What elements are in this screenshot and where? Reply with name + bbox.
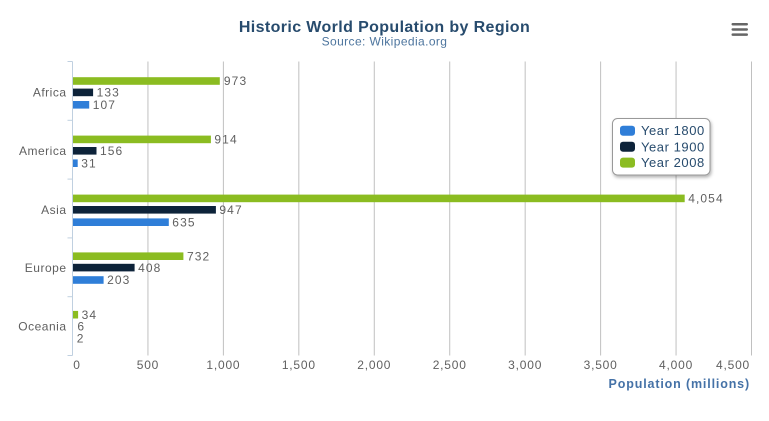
svg-text:0: 0 xyxy=(73,358,80,372)
svg-text:156: 156 xyxy=(100,144,123,158)
svg-text:4,000: 4,000 xyxy=(659,358,693,372)
svg-text:500: 500 xyxy=(137,358,159,372)
svg-text:2,000: 2,000 xyxy=(357,358,391,372)
svg-text:4,054: 4,054 xyxy=(688,192,724,206)
svg-text:Year 1900: Year 1900 xyxy=(641,139,705,154)
svg-text:31: 31 xyxy=(81,156,97,170)
svg-text:1,500: 1,500 xyxy=(282,358,316,372)
svg-text:732: 732 xyxy=(187,249,210,263)
svg-text:34: 34 xyxy=(82,308,98,322)
svg-text:Oceania: Oceania xyxy=(18,319,66,333)
svg-text:Africa: Africa xyxy=(33,86,67,100)
svg-text:Historic World Population by R: Historic World Population by Region xyxy=(239,19,530,36)
svg-text:Europe: Europe xyxy=(25,261,67,275)
svg-text:2: 2 xyxy=(77,332,85,346)
svg-text:America: America xyxy=(19,144,67,158)
svg-text:133: 133 xyxy=(97,86,120,100)
svg-text:107: 107 xyxy=(93,98,116,112)
svg-text:Year 1800: Year 1800 xyxy=(641,123,705,138)
svg-text:6: 6 xyxy=(77,319,85,333)
svg-text:4,500: 4,500 xyxy=(716,358,750,372)
svg-text:3,500: 3,500 xyxy=(584,358,618,372)
svg-text:2,500: 2,500 xyxy=(433,358,467,372)
svg-text:Source: Wikipedia.org: Source: Wikipedia.org xyxy=(322,35,448,49)
svg-text:Year 2008: Year 2008 xyxy=(641,155,705,170)
svg-text:914: 914 xyxy=(214,133,237,147)
svg-text:Population (millions): Population (millions) xyxy=(609,377,750,391)
svg-text:3,000: 3,000 xyxy=(508,358,542,372)
svg-text:Asia: Asia xyxy=(41,203,66,217)
svg-text:1,000: 1,000 xyxy=(206,358,240,372)
svg-text:408: 408 xyxy=(138,261,161,275)
svg-text:947: 947 xyxy=(219,203,242,217)
svg-text:203: 203 xyxy=(107,273,130,287)
svg-text:973: 973 xyxy=(224,74,247,88)
svg-text:635: 635 xyxy=(172,215,195,229)
